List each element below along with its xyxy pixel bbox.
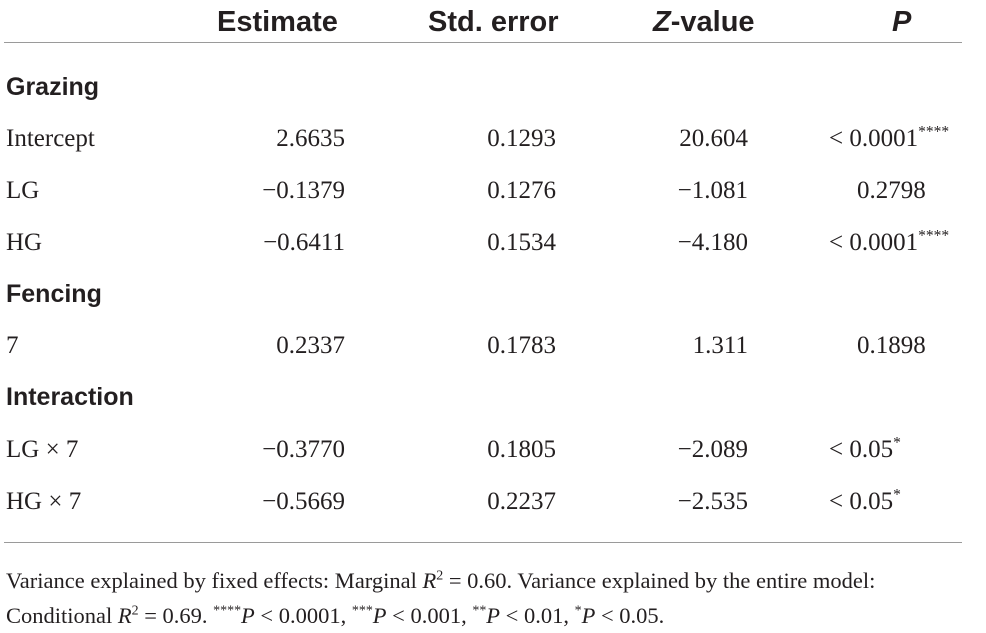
table-row: HG −0.6411 0.1534 −4.180 < 0.0001**** [0,228,986,258]
row-std-error: 0.2237 [487,488,556,515]
row-label: 7 [6,332,19,359]
row-p-value: 0.1898 [857,332,926,359]
row-std-error: 0.1805 [487,436,556,463]
row-estimate: −0.1379 [262,177,345,204]
significance-stars: * [893,486,901,504]
row-label: Intercept [6,125,95,152]
row-label: HG [6,229,43,256]
section-title-fencing: Fencing [6,280,102,308]
table-row: 7 0.2337 0.1783 1.311 0.1898 [0,331,986,361]
table-row: LG −0.1379 0.1276 −1.081 0.2798 [0,176,986,206]
header-z-value: Z-value [653,4,755,40]
header-rule [4,42,962,43]
row-z-value: −4.180 [677,229,748,256]
significance-stars: **** [918,227,950,245]
header-z-rest: -value [670,6,755,38]
header-std-error: Std. error [428,6,559,38]
row-z-value: 1.311 [692,332,748,359]
section-title-interaction: Interaction [6,383,134,411]
row-z-value: 20.604 [679,125,748,152]
row-z-value: −2.535 [677,488,748,515]
row-std-error: 0.1293 [487,125,556,152]
row-p-value: 0.2798 [857,177,926,204]
row-p-value: < 0.0001**** [829,227,950,256]
row-p-value: < 0.0001**** [829,123,950,152]
row-std-error: 0.1783 [487,332,556,359]
row-p-value: < 0.05* [829,434,901,463]
header-z-italic: Z [653,6,671,38]
row-std-error: 0.1276 [487,177,556,204]
row-label: LG [6,177,40,204]
row-estimate: 0.2337 [276,332,345,359]
table-row: HG × 7 −0.5669 0.2237 −2.535 < 0.05* [0,487,986,517]
row-z-value: −1.081 [677,177,748,204]
significance-stars: * [893,434,901,452]
row-label: LG × 7 [6,436,79,463]
table-row: LG × 7 −0.3770 0.1805 −2.089 < 0.05* [0,435,986,465]
row-label: HG × 7 [6,488,82,515]
header-p-italic: P [892,6,912,38]
table-row: Intercept 2.6635 0.1293 20.604 < 0.0001*… [0,124,986,154]
header-p: P [892,4,911,40]
row-estimate: −0.5669 [262,488,345,515]
table-footnote: Variance explained by fixed effects: Mar… [6,568,876,628]
row-estimate: 2.6635 [276,125,345,152]
row-p-value: < 0.05* [829,486,901,515]
row-estimate: −0.3770 [262,436,345,463]
footer-rule [4,542,962,543]
significance-stars: **** [918,123,950,141]
row-std-error: 0.1534 [487,229,556,256]
section-title-grazing: Grazing [6,73,100,101]
header-estimate: Estimate [217,6,338,38]
row-estimate: −0.6411 [263,229,345,256]
row-z-value: −2.089 [677,436,748,463]
